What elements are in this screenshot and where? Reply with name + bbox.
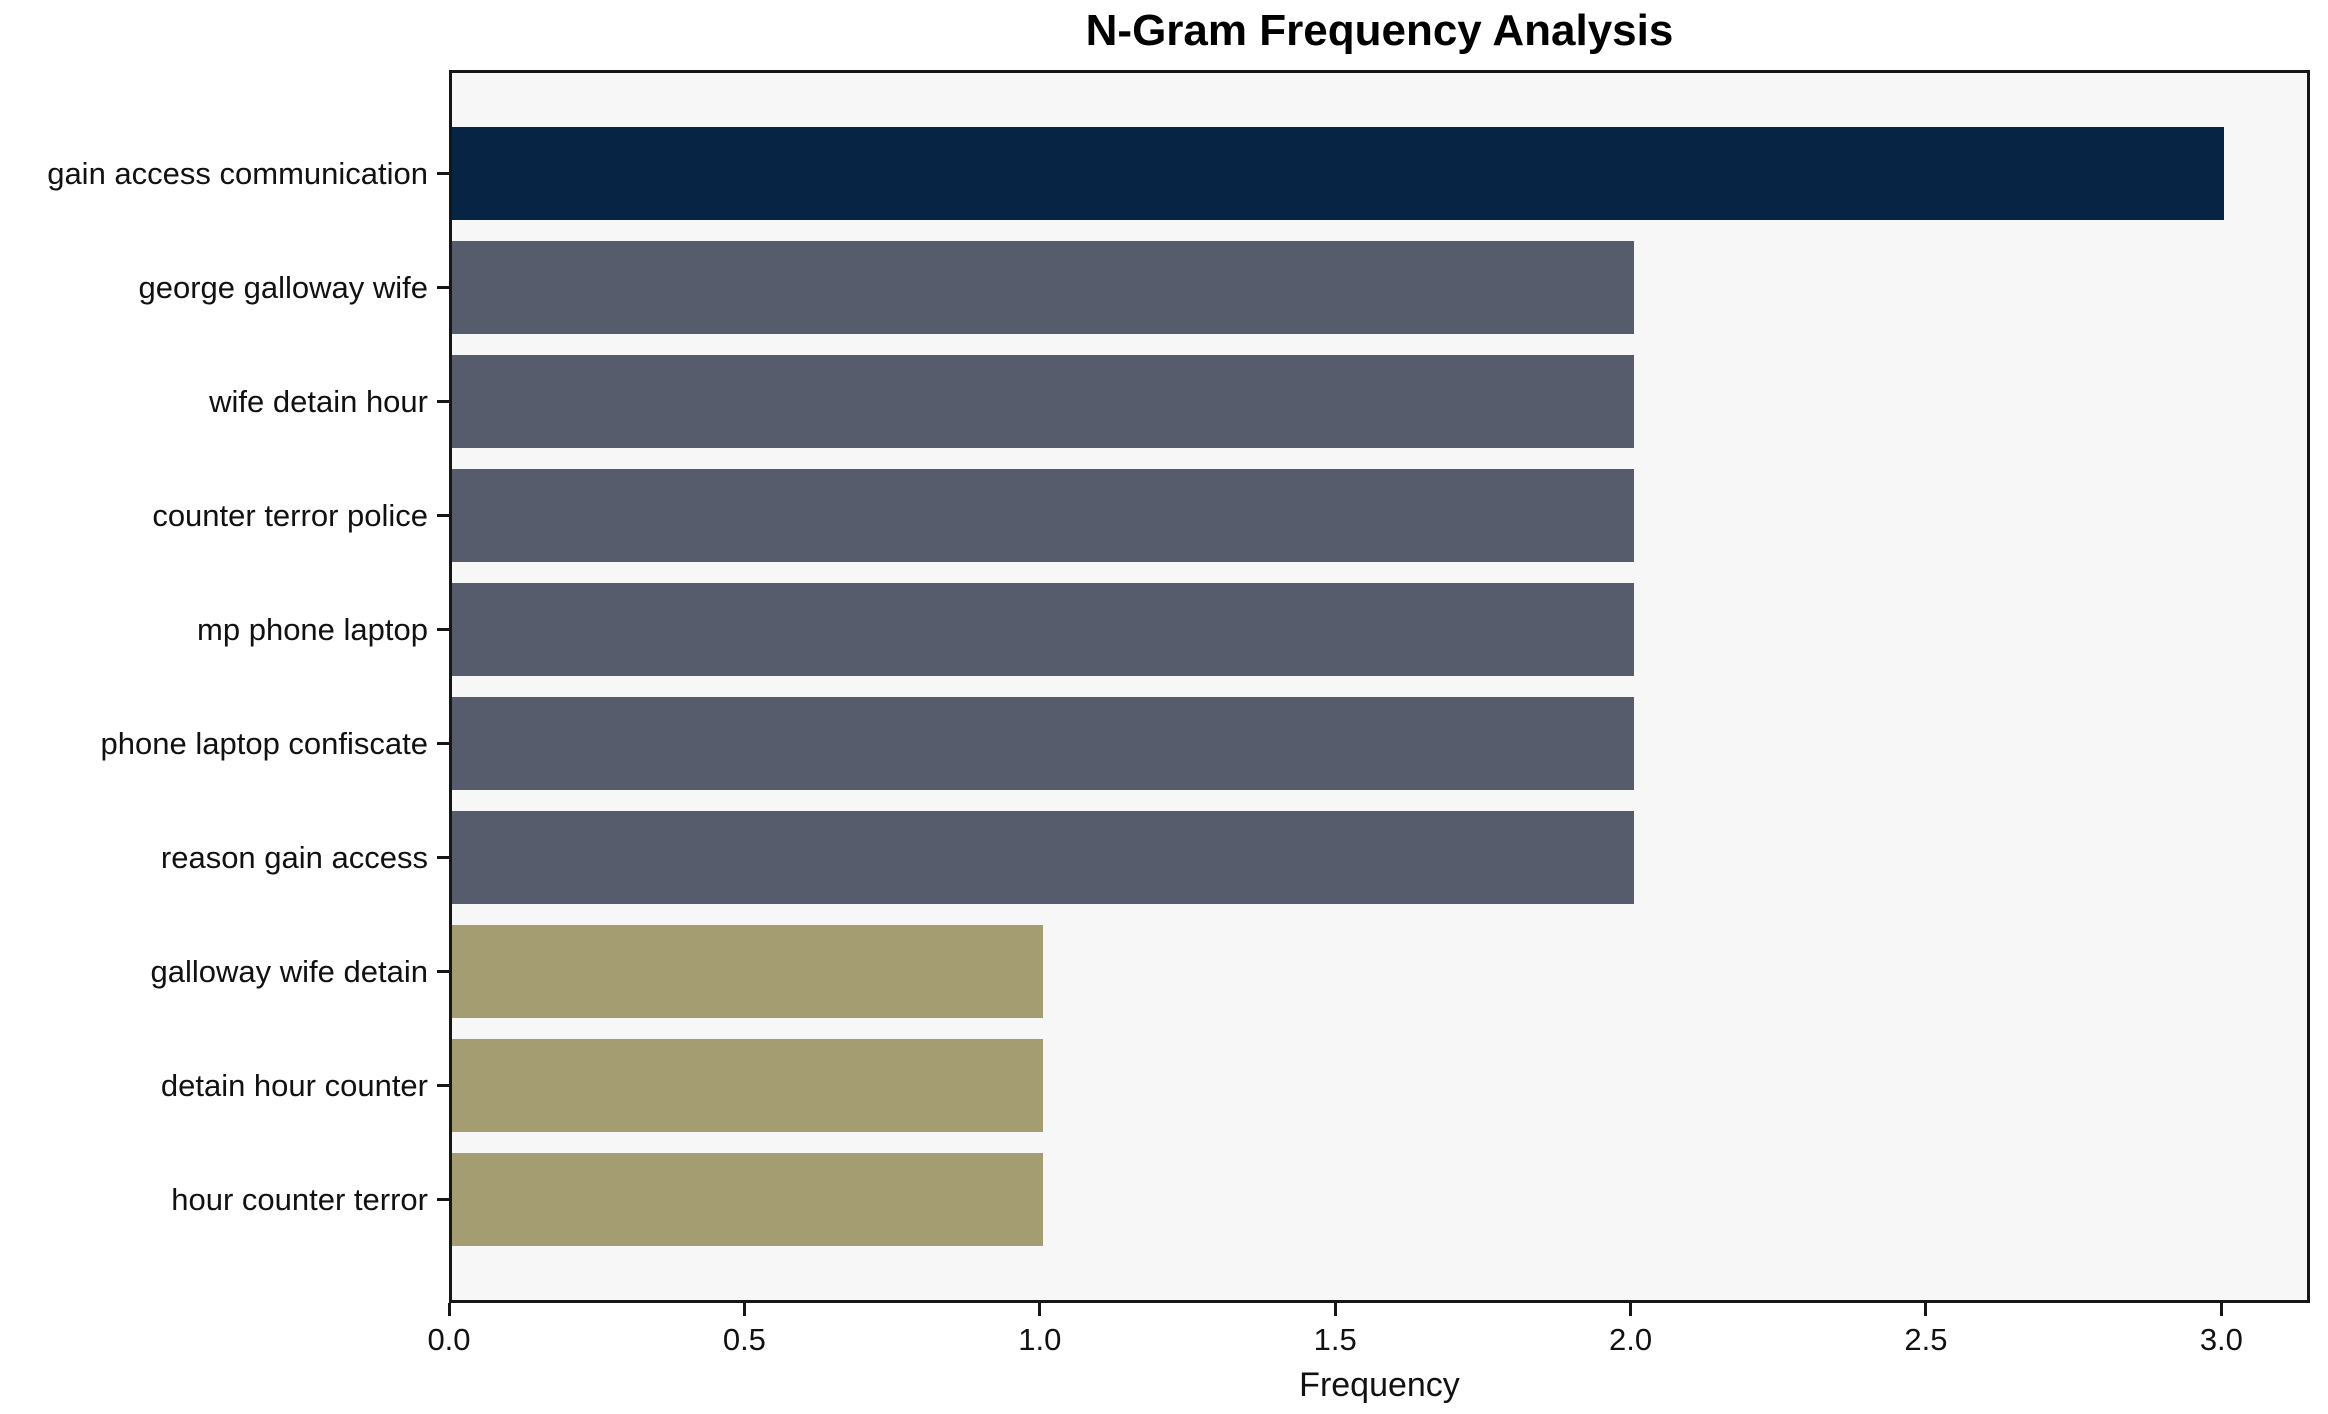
x-tick-mark <box>1629 1303 1633 1316</box>
y-tick-mark <box>437 172 449 175</box>
bar-phone-laptop-confiscate <box>452 697 1634 790</box>
y-tick-mark <box>437 970 449 973</box>
y-tick-mark <box>437 286 449 289</box>
x-tick-mark <box>742 1303 746 1316</box>
y-tick-mark <box>437 628 449 631</box>
y-tick-label: counter terror police <box>152 497 428 533</box>
x-tick-label: 0.0 <box>427 1322 471 1357</box>
x-tick-label: 0.5 <box>722 1322 766 1357</box>
plot-area <box>449 70 2310 1303</box>
x-tick-mark <box>1038 1303 1042 1316</box>
y-tick-label: phone laptop confiscate <box>100 725 428 761</box>
y-tick-label: galloway wife detain <box>150 953 428 989</box>
x-tick-label: 1.5 <box>1313 1322 1357 1357</box>
bar-george-galloway-wife <box>452 241 1634 334</box>
bar-counter-terror-police <box>452 469 1634 562</box>
y-tick-label: detain hour counter <box>160 1067 428 1103</box>
x-tick-label: 2.5 <box>1904 1322 1948 1357</box>
y-tick-label: george galloway wife <box>138 269 428 305</box>
x-tick-mark <box>447 1303 451 1316</box>
bar-gain-access-communication <box>452 127 2225 220</box>
y-tick-mark <box>437 1084 449 1087</box>
x-tick-mark <box>1924 1303 1928 1316</box>
y-tick-label: mp phone laptop <box>197 611 428 647</box>
y-tick-label: reason gain access <box>160 839 428 875</box>
y-tick-label: wife detain hour <box>209 383 428 419</box>
chart-title: N-Gram Frequency Analysis <box>1085 6 1674 55</box>
x-tick-label: 3.0 <box>2199 1322 2243 1357</box>
bar-reason-gain-access <box>452 811 1634 904</box>
x-tick-mark <box>2219 1303 2223 1316</box>
x-axis-title: Frequency <box>1299 1366 1460 1404</box>
bar-detain-hour-counter <box>452 1039 1043 1132</box>
bar-hour-counter-terror <box>452 1153 1043 1246</box>
x-tick-mark <box>1333 1303 1337 1316</box>
y-tick-mark <box>437 1198 449 1201</box>
y-tick-mark <box>437 742 449 745</box>
y-tick-label: hour counter terror <box>171 1181 428 1217</box>
y-tick-label: gain access communication <box>47 155 428 191</box>
y-tick-mark <box>437 514 449 517</box>
x-tick-label: 2.0 <box>1609 1322 1653 1357</box>
y-tick-mark <box>437 400 449 403</box>
bar-galloway-wife-detain <box>452 925 1043 1018</box>
bar-mp-phone-laptop <box>452 583 1634 676</box>
x-tick-label: 1.0 <box>1018 1322 1062 1357</box>
bar-wife-detain-hour <box>452 355 1634 448</box>
y-tick-mark <box>437 856 449 859</box>
